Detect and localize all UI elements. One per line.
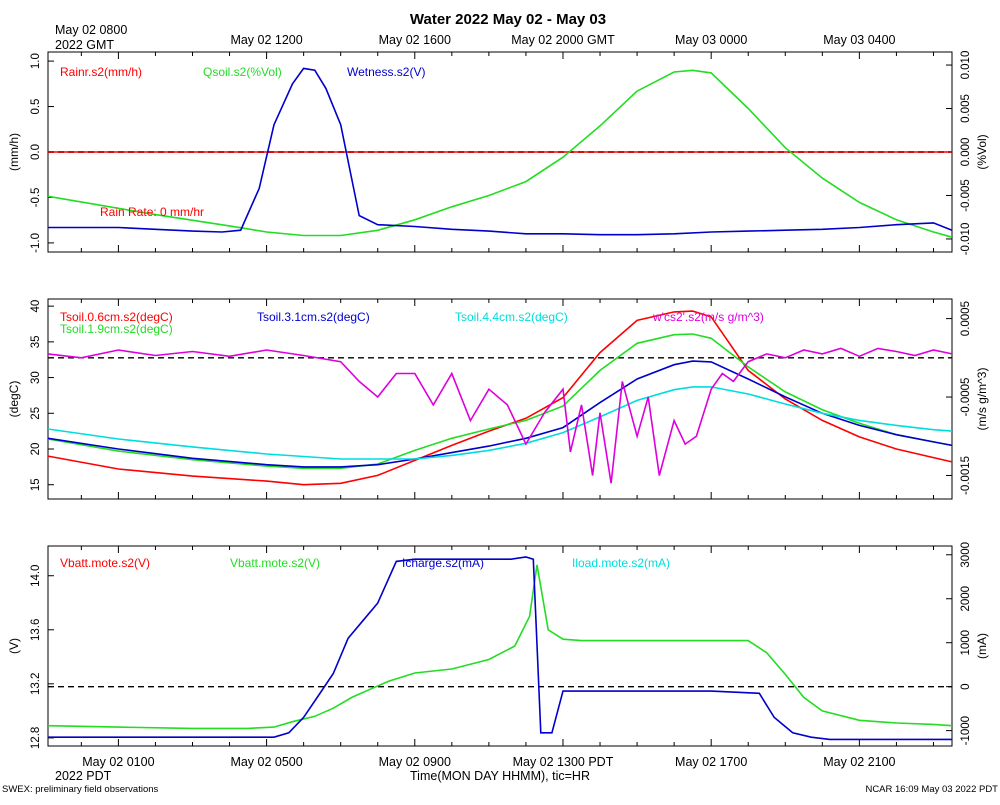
series-line-3 <box>48 67 953 236</box>
pdt-tick-label: May 02 1700 <box>675 755 747 769</box>
y-right-tick-label: 2000 <box>960 586 972 612</box>
gmt-origin-line1: May 02 0800 <box>55 23 127 37</box>
legend-entry: Rainr.s2(mm/h) <box>60 65 142 79</box>
y-left-axis-label: (mm/h) <box>7 133 21 171</box>
panel-3: 12.8 13.2 13.6 14.0 -1000 0 1000 2000 3000 (V) (mA… <box>7 542 989 749</box>
y-left-tick-label: 15 <box>30 478 42 491</box>
legend-entry: Wetness.s2(V) <box>347 65 425 79</box>
y-left-tick-label: -1.0 <box>30 233 42 253</box>
y-right-tick-label: -0.010 <box>960 223 972 256</box>
y-right-axis-label: (mA) <box>975 633 989 659</box>
gmt-tick-label: May 03 0000 <box>675 33 747 47</box>
y-right-tick-label: 0 <box>960 683 972 689</box>
legend-entry: Tsoil.3.1cm.s2(degC) <box>257 310 370 324</box>
y-left-tick-label: 20 <box>30 443 42 456</box>
plot-frame <box>47 298 953 500</box>
y-right-tick-label: 1000 <box>960 630 972 656</box>
y-left-tick-label: 40 <box>30 300 42 313</box>
y-right-tick-label: 0.010 <box>960 51 972 80</box>
y-right-tick-label: 0.0005 <box>960 301 972 336</box>
y-left-tick-label: 12.8 <box>30 727 42 749</box>
legend-entry: Tsoil.0.6cm.s2(degC) <box>60 310 173 324</box>
y-left-tick-label: 13.2 <box>30 673 42 695</box>
y-right-axis-label: (m/s g/m^3) <box>975 368 989 431</box>
x-axis-label: Time(MON DAY HHMM), tic=HR <box>410 769 590 783</box>
legend-entry: Qsoil.s2(%Vol) <box>203 65 282 79</box>
gmt-tick-label: May 03 0400 <box>823 33 895 47</box>
footer-left-note: SWEX: preliminary field observations <box>2 784 159 795</box>
pdt-tick-label: May 02 2100 <box>823 755 895 769</box>
legend-entry: Tsoil.1.9cm.s2(degC) <box>60 322 173 336</box>
y-left-tick-label: 35 <box>30 335 42 348</box>
gmt-tick-label: May 02 1600 <box>379 33 451 47</box>
series-line-3 <box>47 360 953 468</box>
panel-2: 15 20 25 30 35 40 -0.0015 -0.0005 0.0005 (degC) (m… <box>7 298 989 500</box>
series-line-3 <box>48 556 952 741</box>
series-line-2 <box>47 564 953 730</box>
y-left-tick-label: 1.0 <box>30 53 42 69</box>
y-left-tick-label: 0.0 <box>30 144 42 160</box>
y-right-tick-label: -0.005 <box>960 179 972 212</box>
y-right-tick-label: -0.0015 <box>960 456 972 495</box>
plot-frame <box>47 545 953 747</box>
y-right-tick-label: 0.000 <box>960 138 972 167</box>
legend-entry: Icharge.s2(mA) <box>402 556 484 570</box>
y-right-axis-label: (%Vol) <box>975 134 989 169</box>
series-line-5 <box>47 347 953 484</box>
series-line-1 <box>47 310 953 486</box>
gmt-tick-label: May 02 2000 GMT <box>511 33 615 47</box>
series-line-2 <box>47 69 953 238</box>
panel-1: -1.0 -0.5 0.0 0.5 1.0 -0.010 -0.005 0.000 0.005 0… <box>7 51 989 256</box>
pdt-tick-label: May 02 0500 <box>230 755 302 769</box>
pdt-tick-label: May 02 1300 PDT <box>513 755 614 769</box>
footer-right-note: NCAR 16:09 May 03 2022 PDT <box>865 784 998 795</box>
y-right-tick-label: 3000 <box>960 542 972 568</box>
gmt-tick-label: May 02 1200 <box>230 33 302 47</box>
y-left-tick-label: -0.5 <box>30 188 42 208</box>
y-left-tick-label: 14.0 <box>30 565 42 587</box>
series-line-2 <box>47 333 953 470</box>
legend-entry: Vbatt.mote.s2(V) <box>60 556 150 570</box>
y-right-tick-label: -1000 <box>960 716 972 745</box>
gmt-origin-line2: 2022 GMT <box>55 38 114 52</box>
y-right-tick-label: 0.005 <box>960 94 972 123</box>
y-left-axis-label: (V) <box>7 638 21 654</box>
y-left-tick-label: 30 <box>30 371 42 384</box>
legend-entry: Vbatt.mote.s2(V) <box>230 556 320 570</box>
pdt-origin: 2022 PDT <box>55 769 112 783</box>
y-left-tick-label: 25 <box>30 407 42 420</box>
legend-entry: Iload.mote.s2(mA) <box>572 556 670 570</box>
legend-entry: w'cs2'.s2(m/s g/m^3) <box>652 310 764 324</box>
pdt-tick-label: May 02 0900 <box>379 755 451 769</box>
y-left-axis-label: (degC) <box>7 381 21 418</box>
rain-rate-annotation: Rain Rate: 0 mm/hr <box>100 205 204 219</box>
legend-entry: Tsoil.4.4cm.s2(degC) <box>455 310 568 324</box>
chart-title: Water 2022 May 02 - May 03 <box>410 11 606 28</box>
y-right-tick-label: -0.0005 <box>960 378 972 417</box>
y-left-tick-label: 0.5 <box>30 99 42 115</box>
y-left-tick-label: 13.6 <box>30 619 42 641</box>
pdt-tick-label: May 02 0100 <box>82 755 154 769</box>
panels-layer: May 02 1200 May 02 1600 May 02 2000 GMT May… <box>7 33 989 769</box>
